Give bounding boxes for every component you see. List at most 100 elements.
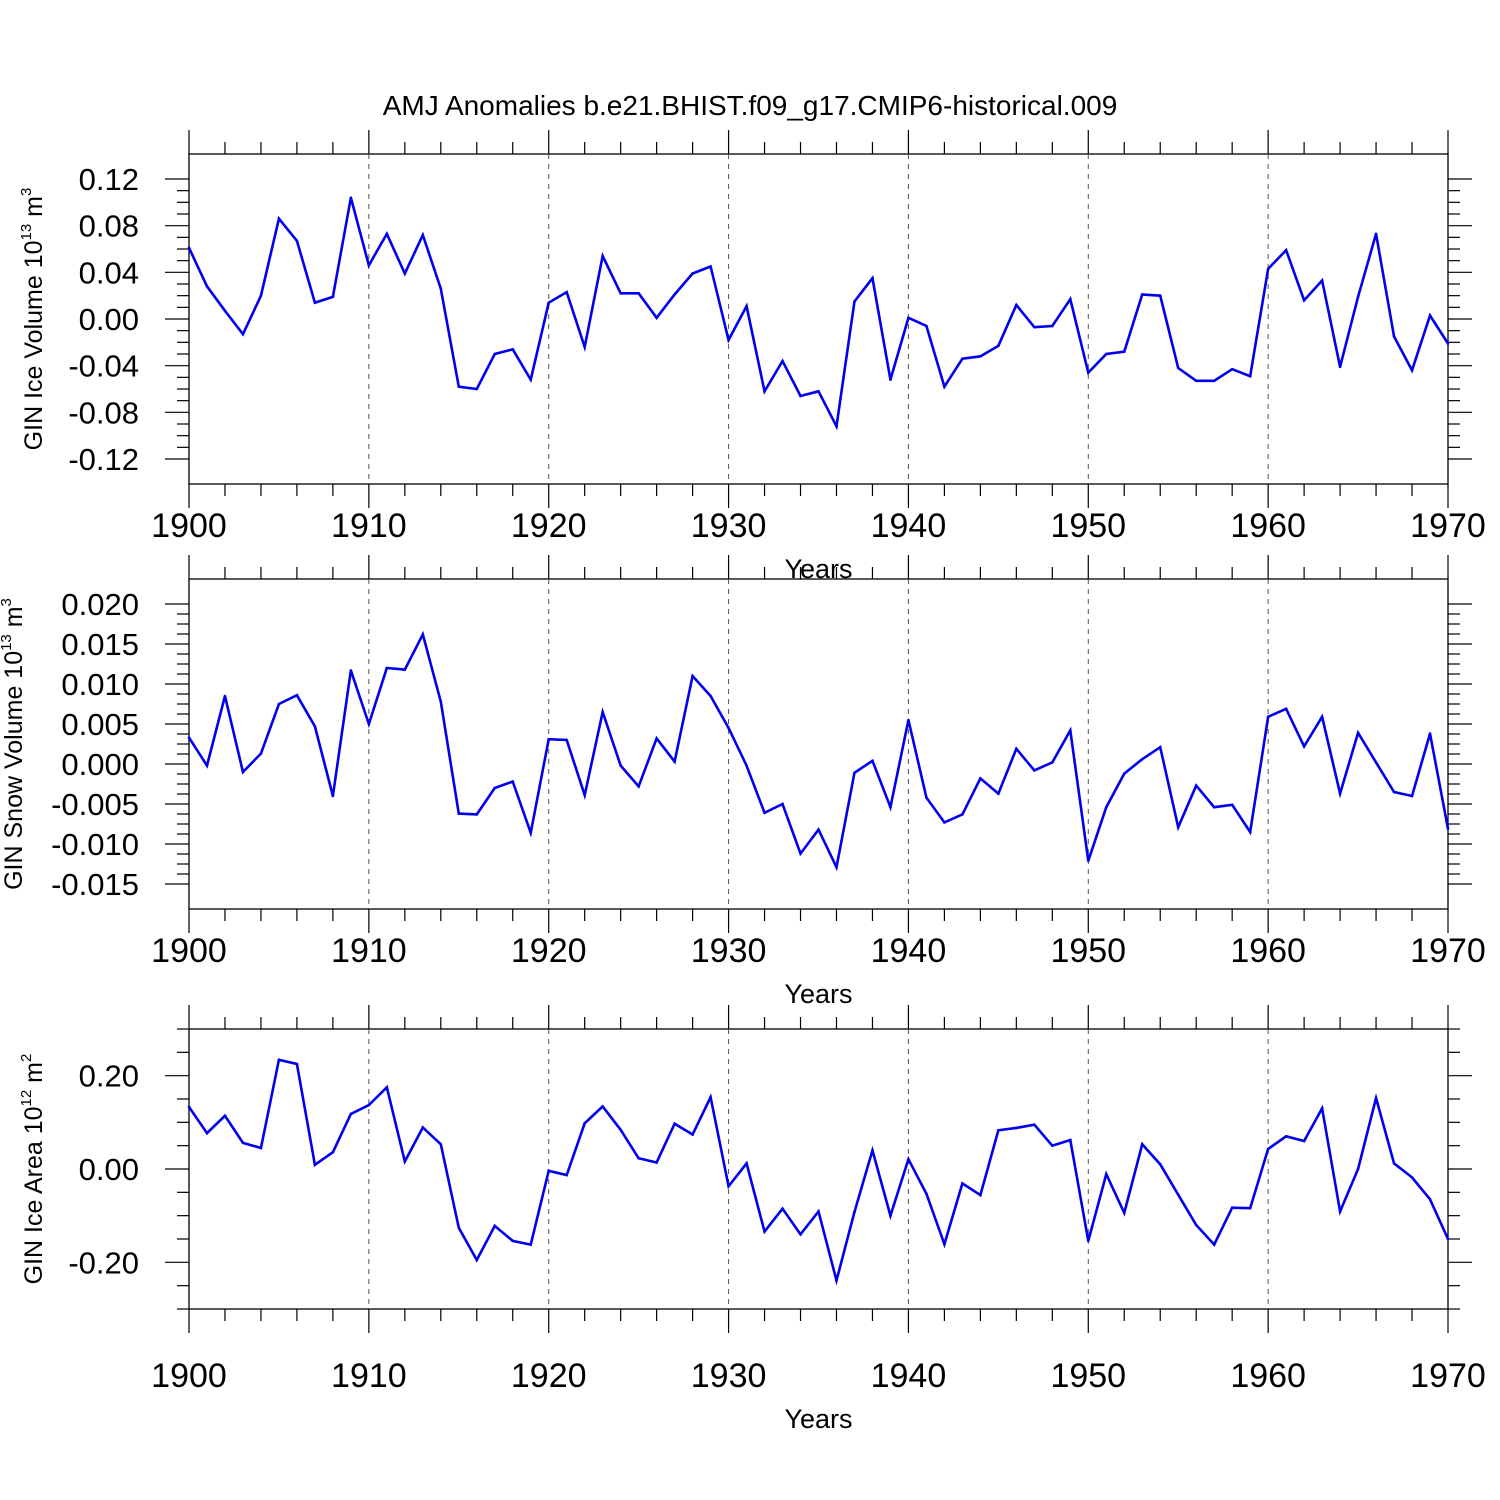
y-axis-label-text: GIN Ice Volume 10: [20, 240, 48, 450]
data-point: [817, 1210, 820, 1213]
data-point: [457, 385, 461, 388]
data-point: [871, 276, 874, 280]
data-point: [1266, 1147, 1270, 1151]
x-tick-label: 1970: [1410, 932, 1486, 970]
y-tick-label: 0.020: [61, 587, 139, 622]
data-point: [277, 1058, 281, 1062]
data-point: [1212, 1243, 1216, 1246]
y-tick-label: -0.005: [51, 787, 139, 822]
data-point: [1069, 729, 1072, 732]
data-point: [997, 792, 1000, 795]
chart-panel-3: 1900 1910 1920 1930 1940 1950 1960 1970 Years 0.2…: [18, 1005, 1486, 1434]
data-point: [1302, 1139, 1306, 1143]
data-point: [691, 1133, 694, 1136]
data-point: [1428, 732, 1432, 735]
data-point: [1248, 830, 1252, 834]
data-point: [889, 1214, 892, 1217]
y-tick-label: -0.08: [68, 395, 139, 430]
x-tick-label: 1920: [511, 932, 587, 970]
data-point: [385, 232, 389, 236]
data-point: [619, 1128, 622, 1132]
y-tick-label: -0.010: [51, 827, 139, 862]
data-point: [1410, 794, 1414, 798]
data-point: [241, 332, 245, 336]
data-point: [1374, 761, 1378, 764]
x-tick-label: 1910: [331, 1357, 407, 1395]
data-point: [817, 390, 820, 393]
data-point: [619, 292, 622, 295]
y-axis-label-unit: m: [20, 196, 48, 224]
data-point: [637, 292, 640, 295]
data-point: [295, 1062, 299, 1066]
data-point: [925, 796, 928, 799]
data-point: [1104, 352, 1108, 356]
x-tick-label: 1910: [331, 507, 407, 545]
y-tick-label: -0.12: [68, 442, 139, 477]
data-point: [205, 764, 209, 767]
data-point: [421, 633, 425, 636]
x-tick-label: 1960: [1230, 932, 1306, 970]
y-axis-label-unit: m: [0, 606, 28, 634]
x-axis-label: Years: [784, 979, 852, 1009]
y-tick-label: -0.04: [68, 349, 139, 384]
data-point: [493, 786, 497, 790]
data-point: [1122, 1211, 1126, 1215]
data-point: [853, 300, 856, 303]
y-axis-label-unit-exponent: 2: [18, 1054, 35, 1062]
data-point: [547, 1169, 551, 1173]
data-point: [799, 1233, 802, 1236]
data-point: [259, 294, 263, 297]
data-point: [529, 378, 533, 381]
data-point: [781, 1207, 784, 1210]
data-point: [727, 726, 730, 730]
data-point: [583, 1121, 586, 1125]
y-axis-label-text: GIN Snow Volume 10: [0, 651, 28, 890]
data-point: [1051, 1144, 1054, 1147]
data-point: [547, 301, 551, 304]
data-point: [223, 309, 227, 313]
data-point: [1356, 295, 1360, 299]
data-point: [619, 764, 622, 767]
data-point: [241, 770, 245, 774]
data-point: [943, 385, 946, 388]
x-tick-label: 1950: [1050, 507, 1126, 545]
data-point: [637, 785, 640, 788]
y-axis-label-exponent: 13: [18, 224, 35, 241]
data-point: [1104, 1172, 1108, 1176]
y-axis-label-unit: m: [20, 1062, 48, 1090]
data-point: [1158, 1163, 1162, 1166]
data-point: [331, 295, 335, 299]
data-point: [1140, 757, 1144, 761]
data-point: [565, 1173, 568, 1177]
data-point: [1086, 859, 1090, 863]
data-point: [313, 1163, 317, 1167]
data-point: [439, 700, 443, 703]
data-point: [1140, 293, 1144, 296]
data-point: [511, 780, 515, 783]
data-point: [1230, 803, 1234, 807]
data-point: [1320, 1107, 1324, 1110]
data-point: [943, 1242, 946, 1246]
y-axis-label-exponent: 12: [18, 1090, 35, 1107]
y-tick-label: 0.005: [61, 707, 139, 742]
data-point: [367, 722, 371, 726]
data-point: [385, 1086, 389, 1089]
y-tick-label: 0.00: [79, 302, 139, 337]
data-point: [871, 1149, 874, 1152]
data-point: [493, 352, 497, 356]
data-point: [1194, 784, 1198, 787]
x-tick-label: 1970: [1410, 1357, 1486, 1395]
data-point: [511, 1239, 515, 1243]
data-point: [439, 287, 443, 290]
y-tick-label: 0.08: [79, 209, 139, 244]
data-point: [853, 1210, 856, 1214]
data-point: [1320, 279, 1324, 282]
data-point: [1446, 342, 1450, 345]
x-tick-label: 1940: [871, 507, 947, 545]
data-point: [1428, 314, 1432, 317]
data-point: [835, 1279, 838, 1282]
data-point: [205, 1131, 209, 1135]
data-point: [1176, 1193, 1180, 1196]
